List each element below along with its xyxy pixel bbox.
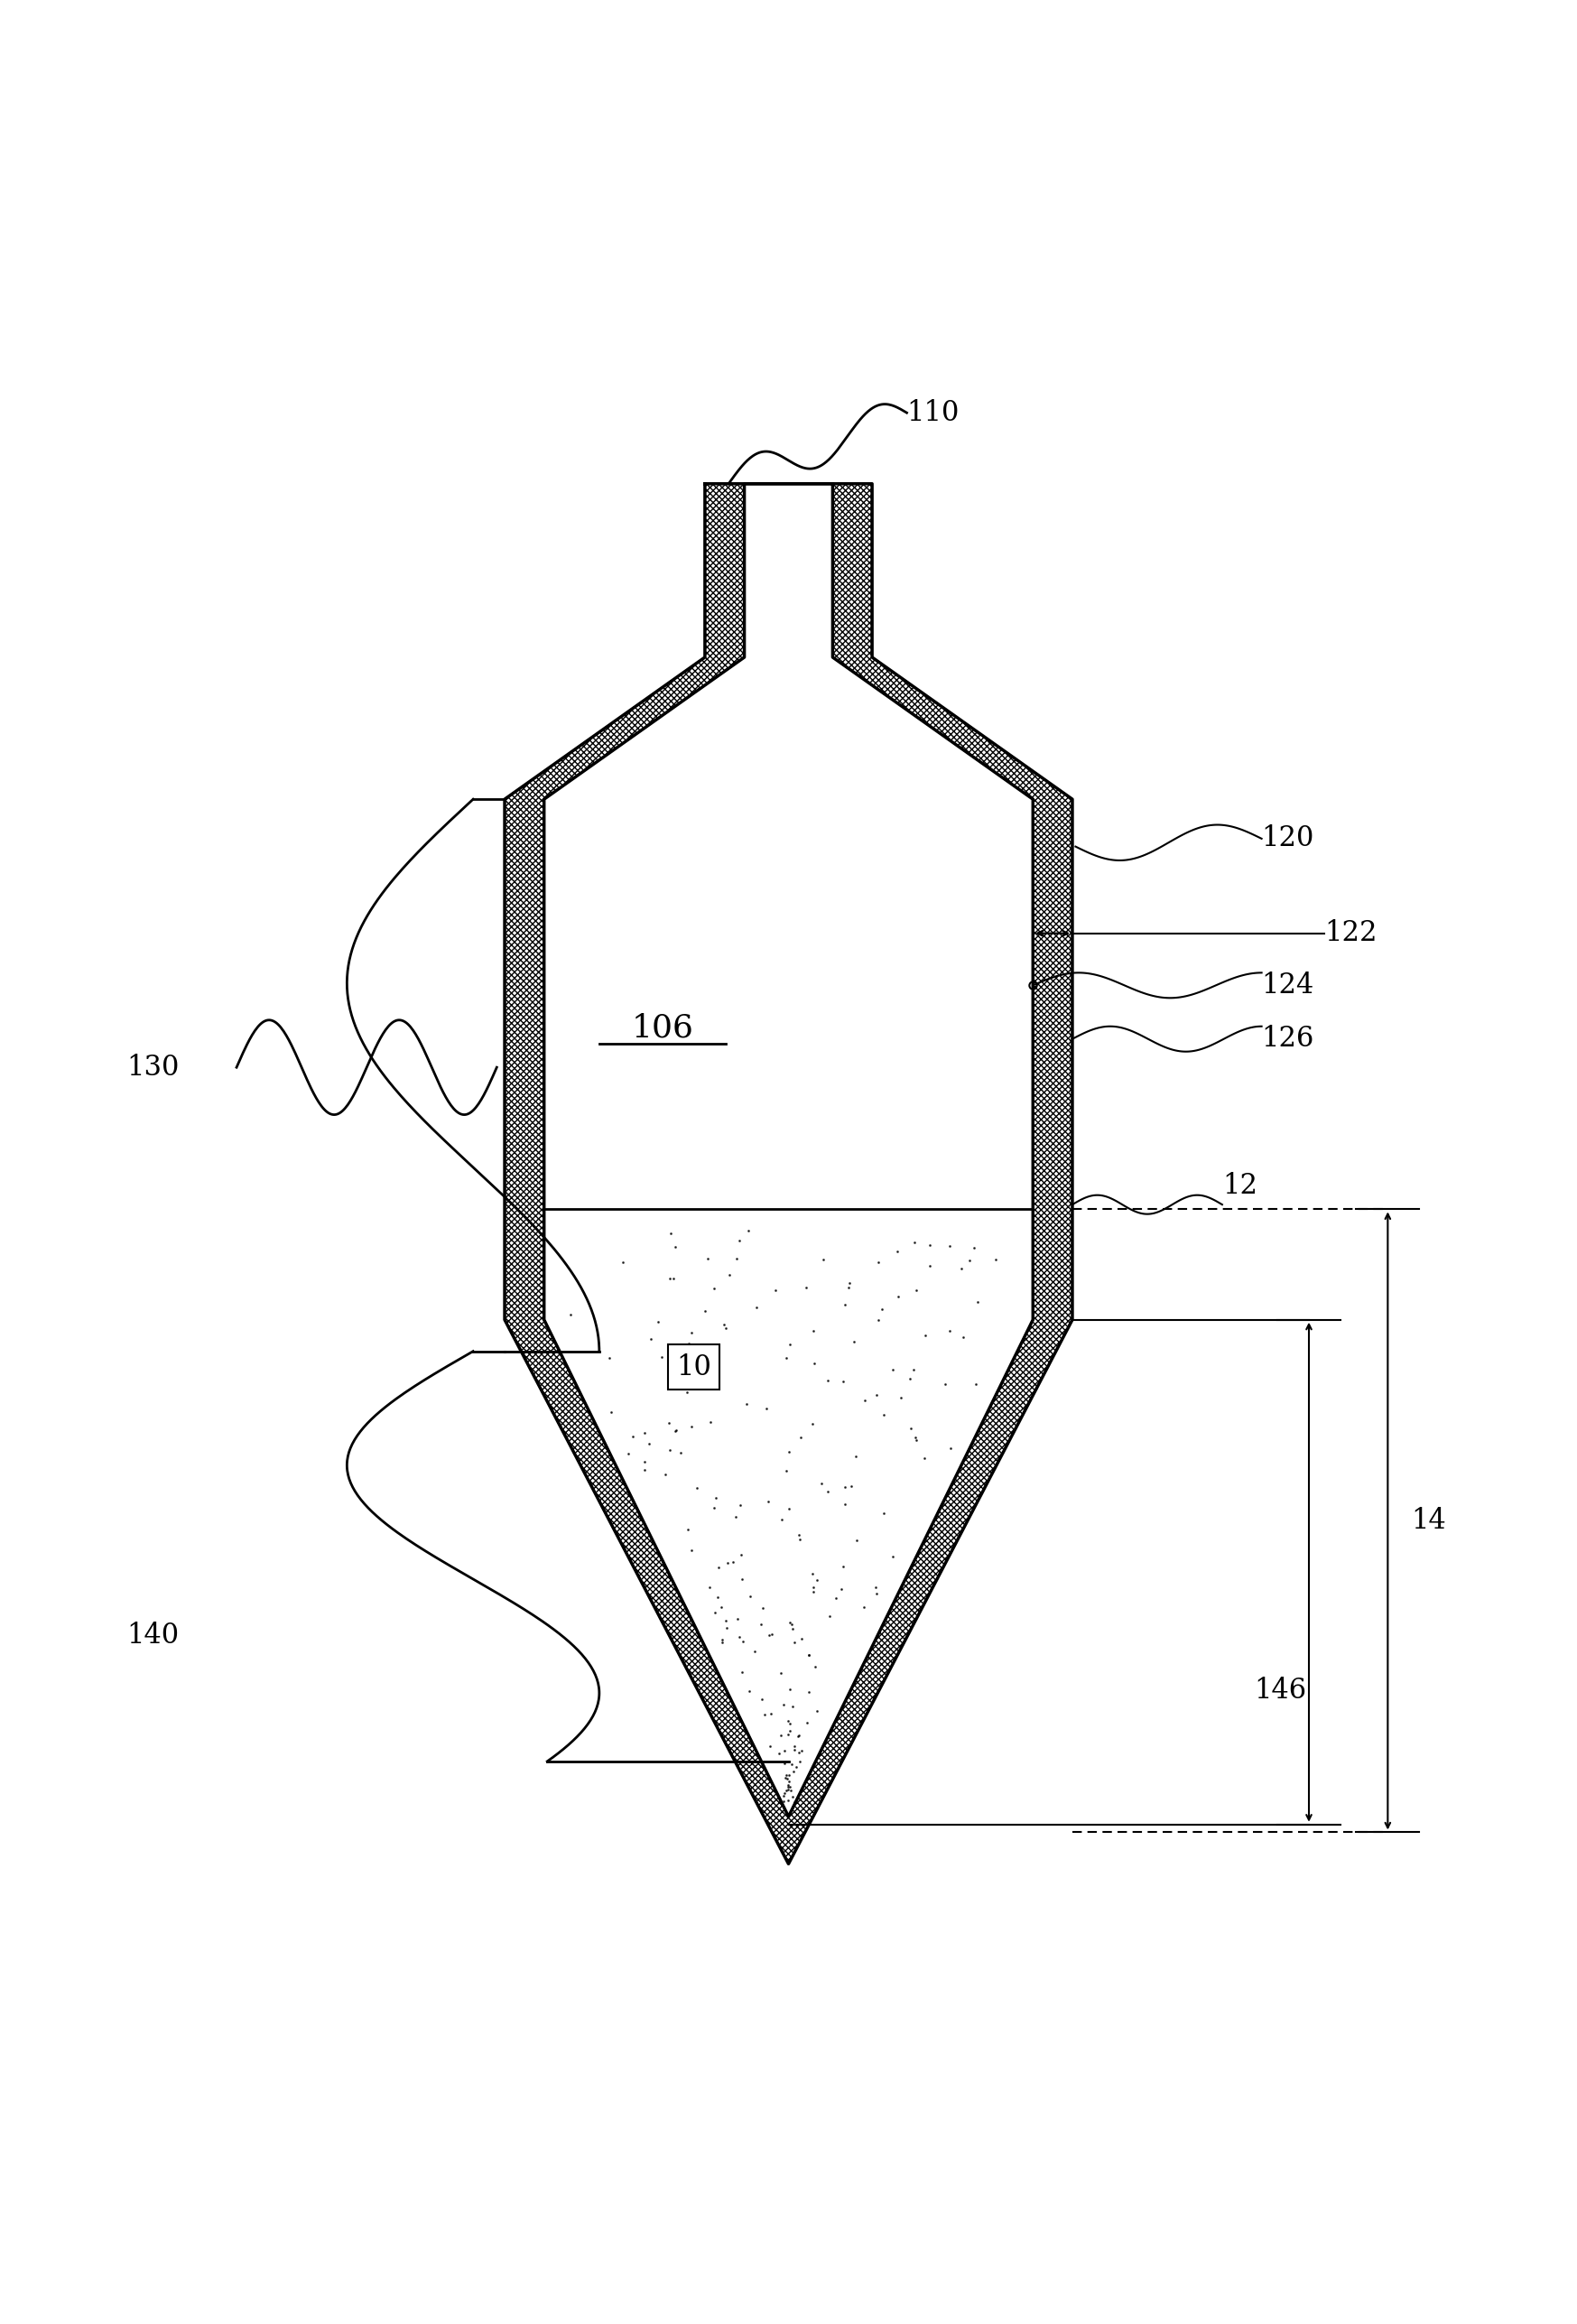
Text: 10: 10 xyxy=(677,1353,711,1380)
Text: 120: 120 xyxy=(1262,825,1314,853)
Text: 126: 126 xyxy=(1262,1025,1314,1053)
Text: 146: 146 xyxy=(1254,1676,1306,1703)
Text: 124: 124 xyxy=(1262,971,1314,999)
Text: 122: 122 xyxy=(1325,920,1377,948)
Text: 130: 130 xyxy=(126,1053,178,1081)
Text: 110: 110 xyxy=(907,400,959,428)
Text: 140: 140 xyxy=(126,1622,178,1650)
Text: 106: 106 xyxy=(631,1013,694,1043)
Text: 14: 14 xyxy=(1411,1506,1446,1534)
Text: 12: 12 xyxy=(1222,1171,1257,1199)
